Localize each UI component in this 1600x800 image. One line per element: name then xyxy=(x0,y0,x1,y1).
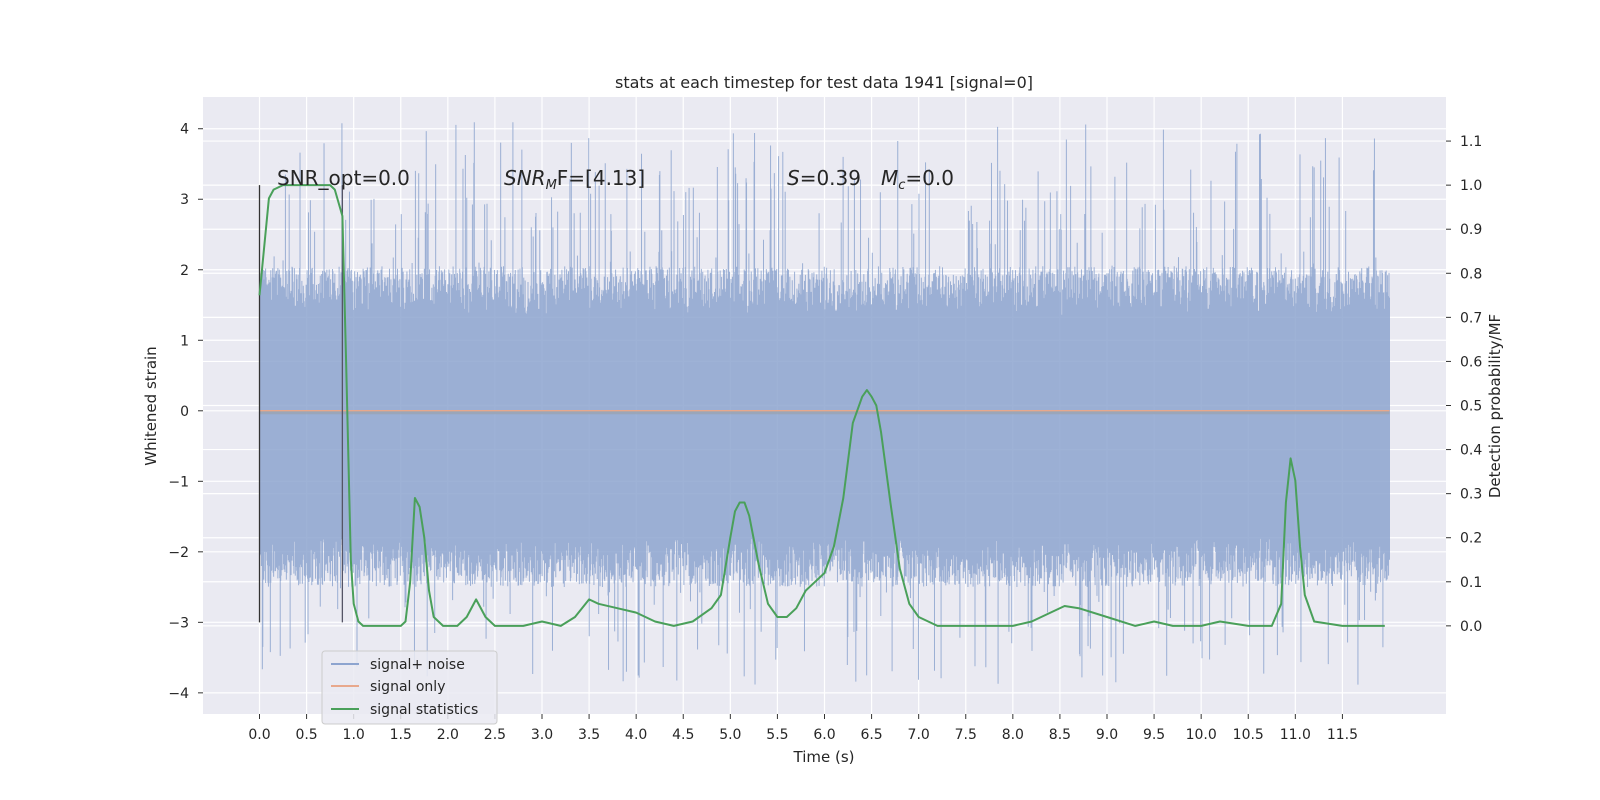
s-name: S xyxy=(787,166,800,190)
x-tick-label: 4.5 xyxy=(672,727,694,743)
signal-statistics-series xyxy=(258,184,1385,627)
legend-label-noise: signal+ noise xyxy=(370,657,465,673)
y-tick-label: 3 xyxy=(180,192,189,208)
y-tick-label: 4 xyxy=(180,122,189,138)
x-tick-labels: 0.0 0.5 1.0 1.5 2.0 2.5 3.0 3.5 4.0 4.5 5.0 5.5 6.0 6… xyxy=(248,714,1358,743)
right-y-tick-label: 0.3 xyxy=(1460,487,1482,503)
x-tick-label: 2.5 xyxy=(484,727,506,743)
legend-box xyxy=(321,650,498,725)
x-tick-label: 8.0 xyxy=(1002,727,1024,743)
snr-opt-annotation: SNR_opt=0.0 xyxy=(277,166,410,190)
right-y-tick-label: 0.4 xyxy=(1460,443,1482,459)
right-y-tick-label: 0.0 xyxy=(1460,619,1482,635)
mc-annotation: Mc=0.0 xyxy=(881,166,954,193)
y-axis-label: Whitened strain xyxy=(142,346,160,465)
right-y-tick-label: 0.7 xyxy=(1460,310,1482,326)
right-y-tick-label: 0.6 xyxy=(1460,354,1482,370)
snr-mf-annotation: SNRMF=[4.13] xyxy=(504,166,645,193)
x-tick-label: 11.0 xyxy=(1280,727,1311,743)
x-tick-label: 1.5 xyxy=(390,727,412,743)
y-tick-label: 2 xyxy=(180,263,189,279)
right-y-tick-label: 0.1 xyxy=(1460,575,1482,591)
s-value: =0.39 xyxy=(800,166,861,190)
x-tick-label: 8.5 xyxy=(1049,727,1071,743)
right-y-tick-label: 0.2 xyxy=(1460,531,1482,547)
legend-label-signal: signal only xyxy=(370,679,445,695)
x-tick-label: 11.5 xyxy=(1327,727,1358,743)
x-tick-label: 9.0 xyxy=(1096,727,1118,743)
right-y-tick-label: 1.0 xyxy=(1460,178,1482,194)
mc-name: M xyxy=(881,166,898,190)
right-y-tick-label: 0.9 xyxy=(1460,222,1482,238)
vertical-markers xyxy=(258,185,344,623)
y-tick-label: −4 xyxy=(168,686,189,702)
snr-mf-subscript: M xyxy=(546,178,557,193)
x-tick-label: 10.5 xyxy=(1233,727,1264,743)
x-tick-label: 5.5 xyxy=(766,727,788,743)
chart-title: stats at each timestep for test data 194… xyxy=(615,73,1033,92)
y-tick-labels: 4 3 2 1 0 −1 −2 −3 −4 xyxy=(168,122,203,702)
right-y-tick-labels: 1.1 1.0 0.9 0.8 0.7 0.6 0.5 0.4 0.3 0.2 0.1 0.0 xyxy=(1446,134,1482,635)
y-tick-label: 1 xyxy=(180,333,189,349)
mc-subscript: c xyxy=(898,178,905,193)
snr-mf-value: F=[4.13] xyxy=(557,166,645,190)
signal-only-series xyxy=(259,410,1390,415)
x-tick-label: 7.5 xyxy=(955,727,977,743)
snr-mf-name: SNR xyxy=(504,166,546,190)
x-tick-label: 2.0 xyxy=(437,727,459,743)
y-tick-label: 0 xyxy=(180,404,189,420)
x-tick-label: 0.5 xyxy=(295,727,317,743)
mc-value: =0.0 xyxy=(905,166,954,190)
x-tick-label: 7.0 xyxy=(908,727,930,743)
x-tick-label: 3.0 xyxy=(531,727,553,743)
legend: signal+ noise signal only signal statist… xyxy=(321,650,498,725)
x-tick-label: 5.0 xyxy=(719,727,741,743)
s-annotation: S=0.39 xyxy=(787,166,861,190)
x-tick-label: 1.0 xyxy=(343,727,365,743)
x-axis-label: Time (s) xyxy=(793,748,855,766)
x-tick-label: 6.5 xyxy=(860,727,882,743)
x-tick-label: 10.0 xyxy=(1186,727,1217,743)
right-y-axis-label: Detection probability/MF xyxy=(1486,314,1504,498)
x-tick-label: 9.5 xyxy=(1143,727,1165,743)
x-tick-label: 0.0 xyxy=(248,727,270,743)
x-tick-label: 6.0 xyxy=(813,727,835,743)
right-y-tick-label: 0.8 xyxy=(1460,266,1482,282)
signal-statistics-line xyxy=(258,184,1385,627)
x-tick-label: 4.0 xyxy=(625,727,647,743)
y-tick-label: −2 xyxy=(168,545,189,561)
y-tick-label: −1 xyxy=(168,474,189,490)
x-tick-label: 3.5 xyxy=(578,727,600,743)
legend-label-stats: signal statistics xyxy=(370,702,478,718)
y-tick-label: −3 xyxy=(168,615,189,631)
right-y-tick-label: 1.1 xyxy=(1460,134,1482,150)
right-y-tick-label: 0.5 xyxy=(1460,399,1482,415)
